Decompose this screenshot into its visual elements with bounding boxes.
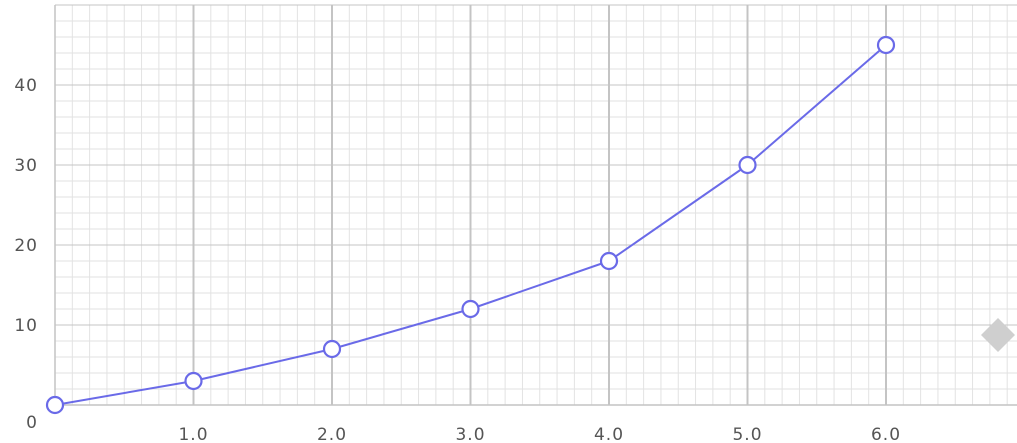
diamond-handle-icon[interactable] [981, 318, 1015, 352]
x-tick-label: 1.0 [178, 425, 208, 443]
x-tick-label: 6.0 [871, 425, 901, 443]
data-point[interactable] [599, 251, 619, 271]
x-tick-label: 5.0 [732, 425, 762, 443]
data-point[interactable] [738, 155, 757, 175]
data-point[interactable] [322, 339, 342, 359]
data-point[interactable] [461, 299, 480, 319]
y-tick-label: 20 [14, 236, 38, 256]
y-tick-label: 40 [14, 76, 38, 96]
x-tick-label: 4.0 [594, 425, 624, 443]
data-point[interactable] [45, 395, 65, 415]
x-tick-label: 3.0 [455, 425, 485, 443]
x-tick-label: 2.0 [317, 425, 347, 443]
data-point[interactable] [184, 371, 203, 391]
tick-labels: 0 1.0 2.0 3.0 4.0 5.0 6.0 10 20 30 40 [14, 76, 901, 443]
handle-group [981, 318, 1015, 352]
y-tick-label: 30 [14, 156, 38, 176]
y-tick-label: 10 [14, 316, 38, 336]
grid [54, 4, 1017, 406]
series-group [45, 35, 896, 415]
data-point[interactable] [876, 35, 896, 55]
x-tick-label: 0 [26, 413, 38, 433]
